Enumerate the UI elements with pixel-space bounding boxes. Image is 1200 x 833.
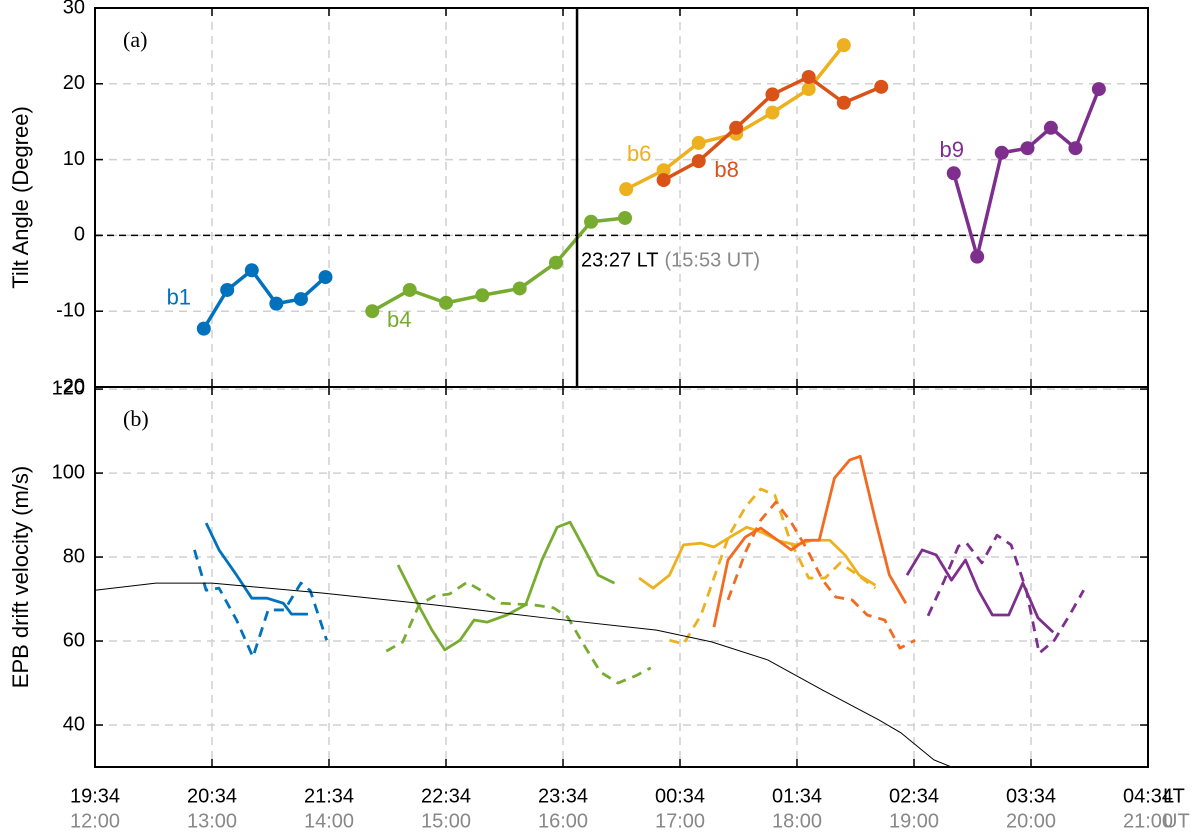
series-label: b9 — [940, 137, 964, 162]
panel-label: (b) — [123, 406, 149, 431]
plot-frame — [94, 386, 1149, 768]
series-label: b1 — [167, 284, 191, 309]
marker — [874, 79, 889, 94]
y-tick-label: 60 — [63, 629, 85, 651]
x-tick-label-lt: 01:34 — [772, 785, 822, 807]
marker — [220, 282, 235, 297]
annotation: 23:27 LT — [581, 250, 658, 272]
x-tick-label-ut: 12:00 — [70, 810, 120, 832]
y-tick-label: 80 — [63, 545, 85, 567]
marker — [946, 166, 961, 181]
x-tick-label-lt: 19:34 — [70, 785, 120, 807]
x-tick-label-ut: 19:00 — [889, 810, 939, 832]
x-tick-label-ut: 17:00 — [655, 810, 705, 832]
marker — [1043, 120, 1058, 135]
marker — [269, 296, 284, 311]
x-tick-label-lt: 20:34 — [187, 785, 237, 807]
marker — [402, 282, 417, 297]
x-tick-label-lt: 22:34 — [421, 785, 471, 807]
marker — [765, 87, 780, 102]
marker — [293, 292, 308, 307]
x-axis-label-lt: LT — [1163, 785, 1185, 807]
x-tick-label-ut: 21:00 — [1123, 810, 1173, 832]
marker — [656, 173, 671, 188]
series-line — [926, 533, 1085, 655]
y-axis-label: EPB drift velocity (m/s) — [8, 466, 33, 688]
series-line — [669, 487, 877, 646]
x-tick-label-lt: 21:34 — [304, 785, 354, 807]
x-axis-label-ut: UT — [1163, 810, 1190, 832]
marker — [548, 255, 563, 270]
marker — [801, 69, 816, 84]
x-tick-label-lt: 00:34 — [655, 785, 705, 807]
y-tick-label: 0 — [74, 224, 85, 246]
x-tick-label-ut: 20:00 — [1006, 810, 1056, 832]
marker — [1091, 82, 1106, 97]
y-tick-label: 100 — [52, 461, 85, 483]
x-tick-label-ut: 14:00 — [304, 810, 354, 832]
marker — [318, 270, 333, 285]
x-tick-label-lt: 04:34 — [1123, 785, 1173, 807]
marker — [765, 105, 780, 120]
marker — [618, 210, 633, 225]
series-label: b4 — [387, 307, 411, 332]
marker — [244, 263, 259, 278]
marker — [584, 214, 599, 229]
marker — [656, 163, 671, 178]
y-axis-label: Tilt Angle (Degree) — [8, 106, 33, 289]
series-label: b8 — [714, 157, 738, 182]
y-tick-label: 20 — [63, 72, 85, 94]
marker — [196, 321, 211, 336]
y-tick-label: 120 — [52, 377, 85, 399]
y-tick-label: -20 — [56, 375, 85, 397]
marker — [1020, 141, 1035, 156]
marker — [970, 249, 985, 264]
y-tick-label: 40 — [63, 713, 85, 735]
x-tick-label-lt: 03:34 — [1006, 785, 1056, 807]
y-tick-label: -10 — [56, 299, 85, 321]
marker — [994, 145, 1009, 160]
series-line — [726, 500, 916, 650]
series-line — [385, 580, 652, 685]
marker — [439, 295, 453, 310]
marker — [365, 304, 380, 319]
y-tick-label: 10 — [63, 148, 85, 170]
x-tick-label-ut: 13:00 — [187, 810, 237, 832]
x-tick-label-lt: 23:34 — [538, 785, 588, 807]
series-line — [193, 549, 328, 659]
series-line — [638, 525, 877, 590]
marker — [729, 120, 744, 135]
marker — [619, 182, 634, 197]
marker — [475, 288, 490, 303]
x-tick-label-ut: 16:00 — [538, 810, 588, 832]
series-line — [396, 520, 616, 652]
y-tick-label: 30 — [63, 0, 85, 18]
series-line — [204, 522, 308, 616]
series-line — [952, 88, 1101, 259]
marker — [801, 82, 816, 97]
x-tick-label-ut: 18:00 — [772, 810, 822, 832]
annotation-ut: (15:53 UT) — [665, 250, 761, 272]
marker — [691, 154, 706, 169]
marker — [691, 135, 706, 150]
series-line — [95, 582, 952, 767]
series-line — [712, 454, 908, 628]
marker — [512, 281, 527, 296]
series-label: b6 — [627, 141, 651, 166]
marker — [836, 95, 851, 110]
marker — [1068, 141, 1083, 156]
x-tick-label-lt: 02:34 — [889, 785, 939, 807]
x-tick-label-ut: 15:00 — [421, 810, 471, 832]
panel-label: (a) — [123, 27, 147, 52]
marker — [836, 38, 851, 53]
